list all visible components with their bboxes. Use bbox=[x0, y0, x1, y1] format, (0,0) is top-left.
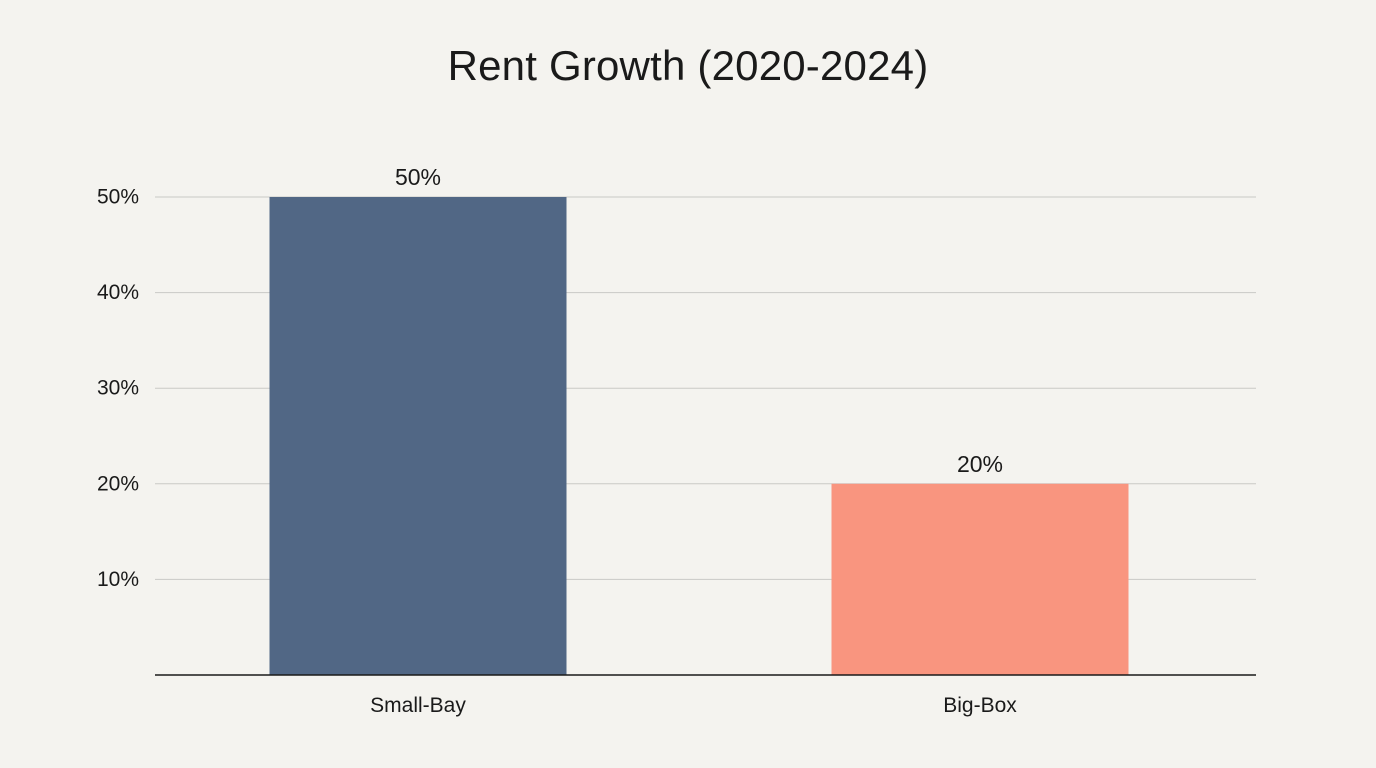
x-category-label: Small-Bay bbox=[370, 694, 466, 717]
y-tick-label: 50% bbox=[97, 186, 139, 209]
y-tick-label: 20% bbox=[97, 472, 139, 495]
bar-big-box bbox=[831, 483, 1129, 675]
data-label: 50% bbox=[395, 164, 441, 190]
x-category-label: Big-Box bbox=[943, 694, 1017, 717]
y-tick-label: 40% bbox=[97, 281, 139, 304]
y-tick-label: 10% bbox=[97, 568, 139, 591]
chart-title: Rent Growth (2020-2024) bbox=[447, 42, 929, 89]
data-label: 20% bbox=[957, 451, 1003, 477]
bar-small-bay bbox=[269, 197, 567, 675]
y-tick-label: 30% bbox=[97, 377, 139, 400]
